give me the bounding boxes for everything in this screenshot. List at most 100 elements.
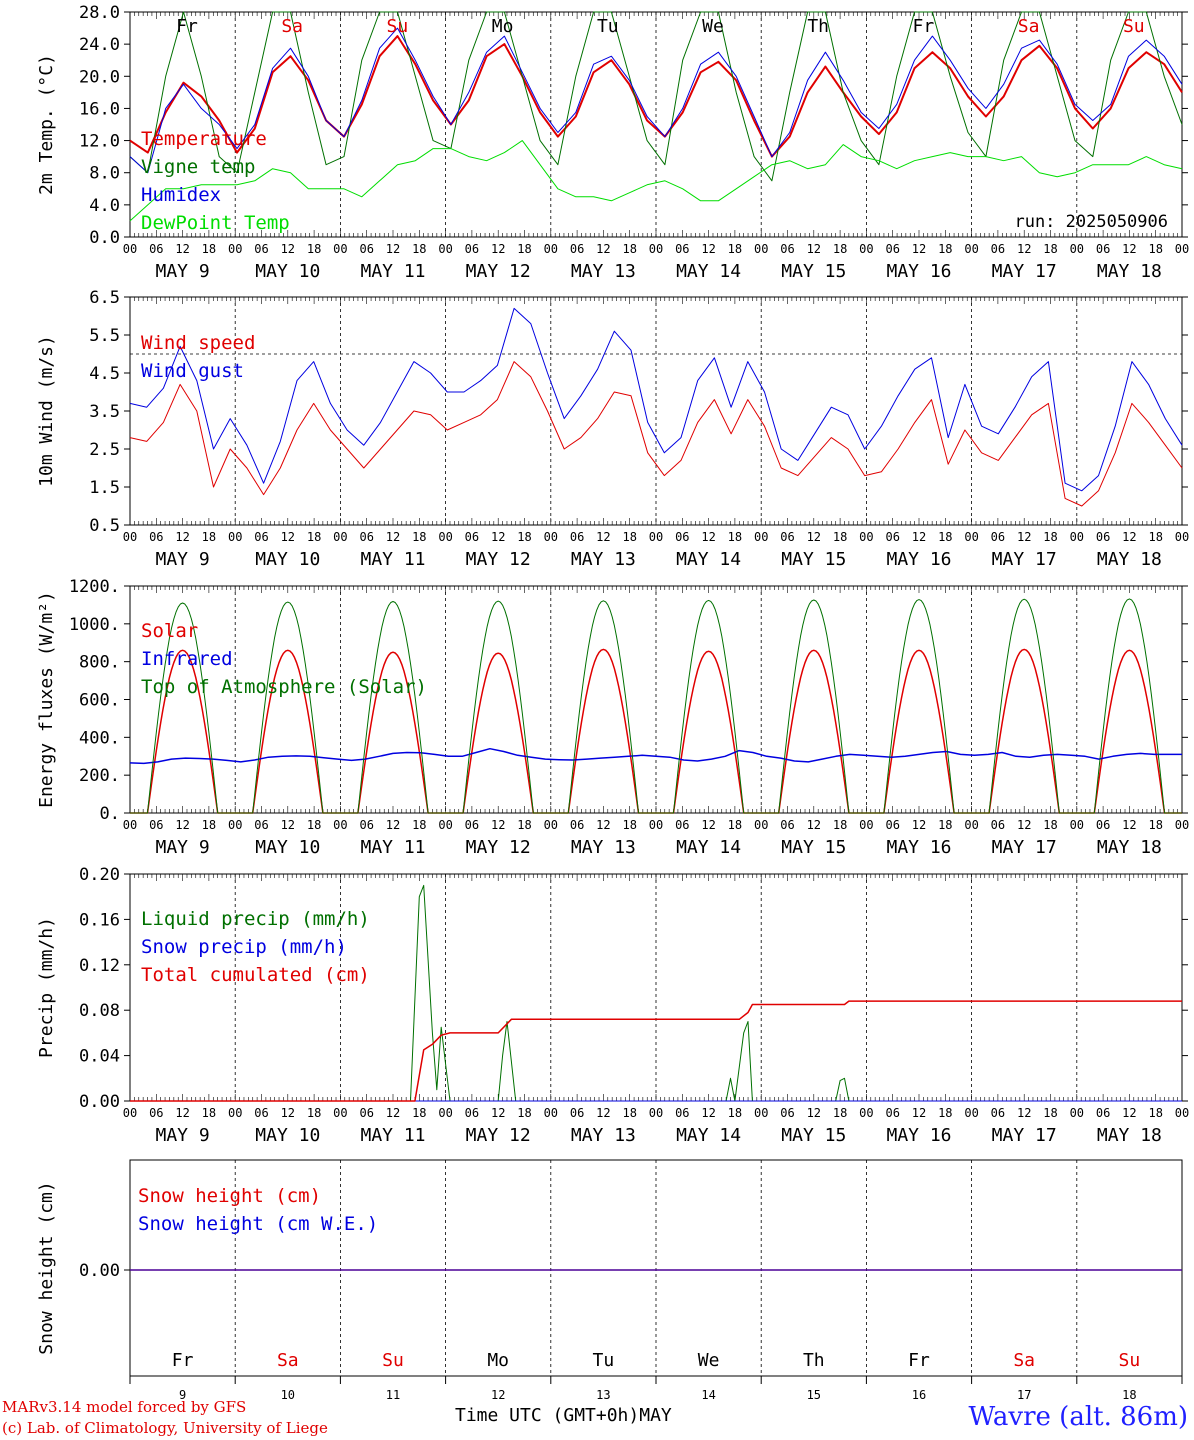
y-axis-label: Precip (mm/h) [36, 917, 57, 1058]
hour-tick-label: 00 [123, 818, 137, 832]
hour-tick-label: 12 [701, 242, 715, 256]
hour-tick-label: 00 [333, 242, 347, 256]
hour-tick-label: 12 [491, 530, 505, 544]
day-number-label: 18 [1122, 1388, 1136, 1402]
hour-tick-label: 00 [1070, 530, 1084, 544]
hour-tick-label: 00 [754, 530, 768, 544]
weekday-label: Su [382, 1350, 404, 1371]
series-line [130, 598, 1182, 814]
hour-tick-label: 06 [149, 242, 163, 256]
hour-tick-label: 18 [833, 818, 847, 832]
hour-tick-label: 12 [175, 242, 189, 256]
model-credit: MARv3.14 model forced by GFS [2, 1398, 247, 1416]
hour-tick-label: 18 [202, 242, 216, 256]
day-label: MAY 18 [1097, 1125, 1162, 1146]
hour-tick-label: 00 [964, 818, 978, 832]
weekday-label: Tu [597, 16, 619, 37]
legend-entry: Total cumulated (cm) [141, 964, 370, 986]
hour-tick-label: 12 [281, 242, 295, 256]
day-label: MAY 14 [676, 261, 741, 282]
hour-tick-label: 00 [649, 530, 663, 544]
day-label: MAY 13 [571, 1125, 636, 1146]
hour-tick-label: 00 [964, 530, 978, 544]
hour-tick-label: 00 [228, 242, 242, 256]
hour-tick-label: 12 [281, 1106, 295, 1120]
y-tick-label: 8.0 [89, 164, 120, 184]
day-label: MAY 16 [886, 261, 951, 282]
hour-tick-label: 12 [1122, 242, 1136, 256]
hour-tick-label: 12 [912, 1106, 926, 1120]
hour-tick-label: 06 [780, 1106, 794, 1120]
legend-entry: Infrared [141, 648, 233, 670]
day-label: MAY 15 [781, 549, 846, 570]
day-label: MAY 18 [1097, 549, 1162, 570]
hour-tick-label: 12 [386, 818, 400, 832]
day-label: MAY 14 [676, 1125, 741, 1146]
y-axis-label: 2m Temp. (°C) [36, 54, 57, 195]
hour-tick-label: 06 [780, 818, 794, 832]
hour-tick-label: 06 [1096, 530, 1110, 544]
hour-tick-label: 12 [175, 530, 189, 544]
day-label: MAY 17 [992, 837, 1057, 858]
day-label: MAY 10 [255, 261, 320, 282]
hour-tick-label: 06 [991, 530, 1005, 544]
weekday-label: We [698, 1350, 720, 1371]
x-axis-title-text: Time UTC (GMT+0h) [455, 1405, 640, 1426]
day-number-label: 14 [701, 1388, 715, 1402]
y-tick-label: 0.00 [79, 1092, 120, 1112]
hour-tick-label: 12 [386, 530, 400, 544]
hour-tick-label: 06 [254, 530, 268, 544]
hour-tick-label: 18 [307, 818, 321, 832]
hour-tick-label: 18 [938, 530, 952, 544]
hour-tick-label: 06 [885, 818, 899, 832]
hour-tick-label: 00 [544, 530, 558, 544]
hour-tick-label: 06 [1096, 1106, 1110, 1120]
day-label: MAY 17 [992, 261, 1057, 282]
weekday-label: Fr [172, 1350, 194, 1371]
hour-tick-label: 06 [885, 242, 899, 256]
y-tick-label: 4.5 [89, 364, 120, 384]
hour-tick-label: 12 [596, 530, 610, 544]
hour-tick-label: 12 [1017, 242, 1031, 256]
hour-tick-label: 06 [1096, 818, 1110, 832]
hour-tick-label: 18 [517, 242, 531, 256]
y-tick-label: 3.5 [89, 402, 120, 422]
hour-tick-label: 18 [202, 1106, 216, 1120]
hour-tick-label: 00 [438, 818, 452, 832]
hour-tick-label: 12 [386, 242, 400, 256]
hour-tick-label: 12 [807, 242, 821, 256]
hour-tick-label: 12 [175, 818, 189, 832]
day-label: MAY 17 [992, 1125, 1057, 1146]
day-label: MAY 14 [676, 837, 741, 858]
hour-tick-label: 00 [1070, 242, 1084, 256]
hour-tick-label: 00 [544, 818, 558, 832]
hour-tick-label: 00 [544, 242, 558, 256]
hour-tick-label: 00 [1070, 1106, 1084, 1120]
day-label: MAY 15 [781, 1125, 846, 1146]
hour-tick-label: 06 [780, 530, 794, 544]
hour-tick-label: 00 [859, 242, 873, 256]
y-tick-label: 200. [79, 766, 120, 786]
hour-tick-label: 06 [254, 242, 268, 256]
day-number-label: 11 [386, 1388, 400, 1402]
y-tick-label: 0. [100, 804, 120, 824]
hour-tick-label: 06 [359, 530, 373, 544]
hour-tick-label: 06 [885, 530, 899, 544]
day-label: MAY 9 [156, 1125, 210, 1146]
y-axis-label: Snow height (cm) [36, 1181, 57, 1354]
day-label: MAY 11 [360, 261, 425, 282]
y-tick-label: 0.12 [79, 956, 120, 976]
x-axis-title: Time UTC (GMT+0h)MAY [455, 1405, 672, 1426]
hour-tick-label: 12 [596, 242, 610, 256]
y-tick-label: 5.5 [89, 326, 120, 346]
y-tick-label: 12.0 [79, 132, 120, 152]
hour-tick-label: 06 [570, 530, 584, 544]
hour-tick-label: 18 [412, 530, 426, 544]
hour-tick-label: 18 [622, 1106, 636, 1120]
hour-tick-label: 12 [807, 530, 821, 544]
day-number-label: 15 [807, 1388, 821, 1402]
hour-tick-label: 06 [254, 1106, 268, 1120]
weekday-label: Mo [492, 16, 514, 37]
hour-tick-label: 18 [622, 818, 636, 832]
y-tick-label: 1000. [69, 615, 120, 635]
